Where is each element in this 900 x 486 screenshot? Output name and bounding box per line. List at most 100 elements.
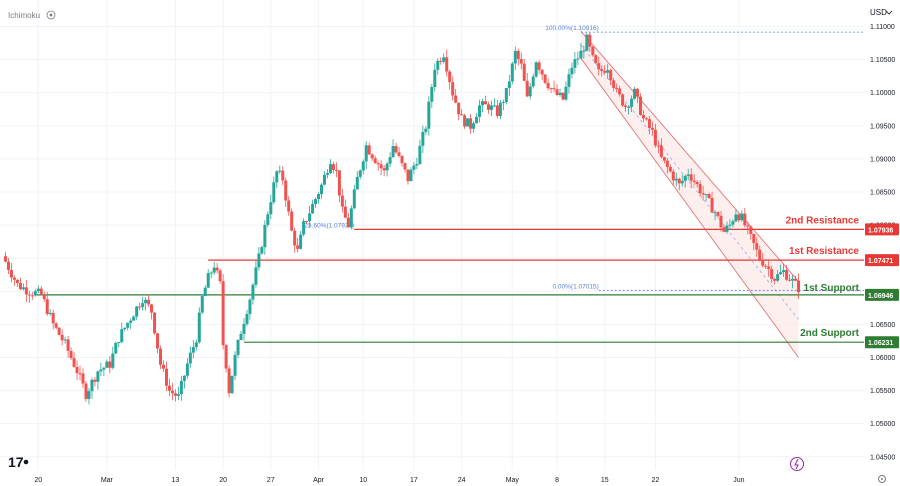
candle-body: [132, 316, 136, 321]
r1-price-tag-label: 1.07471: [868, 258, 893, 265]
candle-body: [561, 92, 565, 100]
candle-body: [15, 279, 19, 284]
lightning-icon[interactable]: [790, 457, 804, 471]
candle-body: [272, 182, 276, 203]
candle-body: [507, 81, 511, 88]
candle-body: [797, 280, 801, 293]
candle-body: [662, 157, 666, 161]
candle-body: [24, 287, 28, 295]
candle-body: [385, 163, 389, 171]
candle-body: [123, 327, 127, 330]
candle-body: [701, 193, 705, 195]
candle-body: [233, 354, 237, 376]
candle-body: [460, 114, 464, 116]
level-labels: 2nd Resistance 1st Resistance 1st Support 2…: [786, 215, 860, 339]
candle-body: [376, 163, 380, 165]
candle-body: [248, 299, 252, 314]
candle-body: [117, 342, 121, 344]
candles: [3, 32, 801, 405]
candle-body: [373, 158, 377, 164]
candle-body: [719, 215, 723, 228]
time-tick-label: May: [506, 477, 520, 484]
candle-body: [624, 105, 628, 108]
candle-body: [150, 304, 154, 313]
candle-body: [45, 299, 49, 314]
candle-body: [773, 278, 777, 281]
candle-body: [767, 266, 771, 270]
candle-body: [603, 70, 607, 73]
candle-body: [531, 76, 535, 87]
time-tick-label: Jun: [733, 477, 744, 484]
candle-body: [540, 69, 544, 75]
settings-gear-icon[interactable]: [878, 475, 886, 483]
candle-body: [686, 174, 690, 176]
candle-body: [665, 160, 669, 167]
candle-body: [221, 281, 225, 346]
candle-body: [725, 225, 729, 232]
candle-body: [779, 272, 783, 275]
candle-body: [406, 169, 410, 182]
candle-body: [600, 69, 604, 71]
candle-body: [245, 313, 249, 324]
r1-level-label: 1st Resistance: [789, 246, 859, 257]
chevron-down-icon[interactable]: [885, 10, 893, 15]
candle-body: [791, 278, 795, 281]
candle-body: [138, 306, 142, 308]
s1-price-tag: [865, 288, 899, 301]
candle-body: [299, 234, 303, 249]
support-resistance-levels: [35, 228, 864, 343]
candle-body: [782, 270, 786, 273]
candle-body: [206, 273, 210, 288]
candle-body: [621, 94, 625, 106]
candle-body: [552, 88, 556, 90]
currency-label[interactable]: USD: [870, 8, 887, 17]
candle-body: [486, 104, 490, 110]
candle-body: [394, 146, 398, 153]
candle-body: [12, 277, 16, 280]
candle-body: [281, 170, 285, 181]
candle-body: [153, 312, 157, 334]
candle-body: [87, 391, 91, 399]
candle-body: [761, 259, 765, 266]
candle-body: [66, 339, 70, 351]
candle-body: [293, 230, 297, 246]
fib-label: 100.00%(1.10916): [545, 25, 599, 32]
time-tick-label: 20: [219, 477, 227, 484]
candle-body: [749, 226, 753, 234]
candle-body: [442, 57, 446, 62]
candle-body: [331, 164, 335, 170]
candle-body: [251, 284, 255, 300]
candle-body: [501, 102, 505, 104]
candle-body: [525, 80, 529, 97]
candle-body: [42, 294, 46, 300]
candle-body: [302, 220, 306, 235]
candle-body: [242, 323, 246, 334]
candle-body: [743, 213, 747, 226]
logo-text: 17: [8, 454, 24, 470]
candle-body: [147, 299, 151, 305]
candle-body: [51, 312, 55, 324]
time-tick-label: 20: [34, 477, 42, 484]
channel-mid-line: [580, 44, 799, 320]
time-axis[interactable]: 20 Mar 13 20 27 Apr 10 17 24 May 8 15 22 Jun: [34, 477, 744, 484]
fib-label: 23.60%(1.07936): [304, 222, 354, 229]
candle-body: [355, 176, 359, 190]
time-tick-label: 13: [172, 477, 180, 484]
candle-body: [57, 327, 61, 335]
candle-body: [412, 165, 416, 170]
candle-body: [284, 180, 288, 201]
candle-body: [290, 211, 294, 231]
price-axis[interactable]: 1.11000 1.10500 1.10000 1.09500 1.09000 1.085…: [864, 0, 900, 470]
price-tick-label: 1.09500: [870, 123, 895, 130]
tradingview-logo[interactable]: 17: [8, 454, 29, 470]
channel-upper-line: [580, 30, 799, 282]
candle-body: [627, 106, 631, 108]
candle-body: [337, 170, 341, 196]
candle-body: [197, 312, 201, 343]
candle-body: [311, 204, 315, 214]
visibility-eye-icon[interactable]: [46, 10, 56, 20]
r2-price-tag-label: 1.07936: [868, 227, 893, 234]
candle-body: [328, 164, 332, 174]
candle-body: [287, 200, 291, 212]
